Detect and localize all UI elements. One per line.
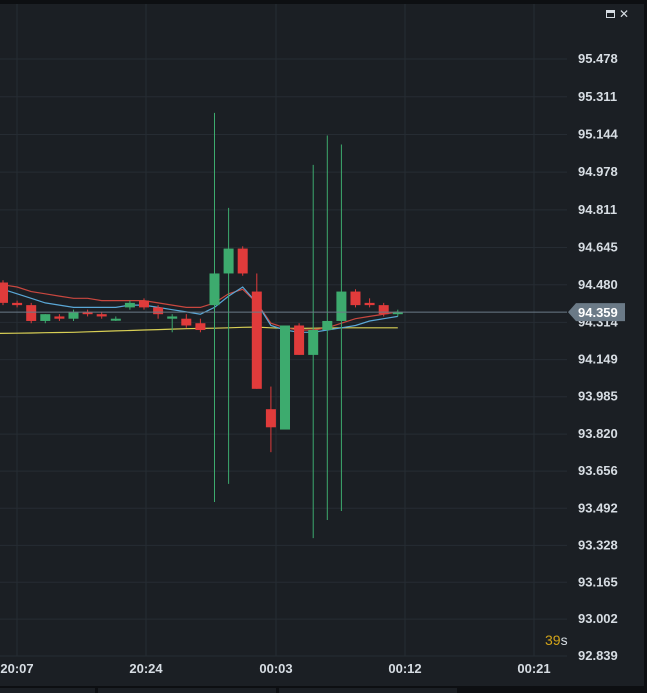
y-tick-label: 94.811: [578, 202, 617, 217]
candle-body: [280, 325, 290, 430]
y-tick-label: 95.478: [578, 51, 618, 66]
candle-body: [195, 323, 206, 331]
x-tick-label: 00:21: [517, 661, 550, 676]
candle-body: [96, 314, 107, 317]
y-tick-label: 93.656: [578, 463, 618, 478]
candle-body: [139, 300, 149, 308]
candle-body: [26, 305, 37, 321]
candle-body: [308, 330, 319, 355]
candle-body: [251, 291, 262, 389]
candle-body: [110, 318, 121, 321]
y-tick-label: 94.149: [578, 352, 618, 367]
y-tick-label: 93.820: [578, 426, 618, 441]
candle-body: [378, 305, 389, 315]
y-tick-label: 94.978: [578, 164, 618, 179]
x-tick-label: 20:07: [0, 661, 33, 676]
bottom-tab[interactable]: [279, 688, 457, 693]
candle-body: [40, 314, 51, 321]
bottom-tab[interactable]: [0, 688, 95, 693]
candle-body: [336, 291, 347, 321]
y-tick-label: 94.645: [578, 239, 618, 254]
top-border: [0, 0, 647, 4]
candle-body: [209, 273, 220, 306]
y-tick-label: 93.492: [578, 500, 618, 515]
y-tick-label: 93.328: [578, 537, 618, 552]
window-controls: ✕: [605, 7, 629, 21]
y-tick-label: 92.839: [578, 648, 618, 663]
candle-body: [223, 248, 234, 274]
y-tick-label: 95.144: [578, 127, 619, 142]
current-price-label: 94.359: [578, 305, 618, 320]
candle-body: [153, 307, 164, 315]
price-axis: 95.478 95.311 95.144 94.978 94.811 94.645 94.4…: [578, 51, 619, 663]
candle-body: [237, 248, 248, 274]
bottom-tab[interactable]: [98, 688, 276, 693]
candle-body: [82, 311, 93, 315]
grid: [0, 4, 567, 657]
candle-body: [167, 316, 178, 319]
candle-body: [350, 291, 361, 306]
candle-body: [12, 302, 23, 306]
candle-body: [0, 282, 8, 303]
x-tick-label: 00:03: [259, 661, 292, 676]
close-icon[interactable]: ✕: [618, 7, 629, 21]
x-tick-label: 00:12: [388, 661, 421, 676]
time-axis: 20:07 20:24 00:03 00:12 00:21: [0, 661, 550, 676]
candle-body: [124, 302, 135, 308]
candle-body: [322, 320, 333, 331]
y-tick-label: 93.985: [578, 389, 618, 404]
candle-body: [181, 318, 192, 326]
minimize-icon[interactable]: [605, 10, 615, 18]
countdown-unit: s: [560, 632, 568, 648]
candle-body: [294, 325, 305, 355]
x-tick-label: 20:24: [129, 661, 163, 676]
candle-body: [54, 316, 65, 319]
countdown-value: 39: [545, 632, 561, 648]
candle-body: [364, 302, 375, 306]
y-tick-label: 93.165: [578, 574, 618, 589]
y-tick-label: 95.311: [578, 89, 617, 104]
current-price-marker: 94.359: [0, 303, 625, 322]
candle-body: [265, 409, 276, 428]
right-border: [644, 0, 647, 693]
candle-body: [392, 311, 403, 315]
current-price-tag: [568, 303, 625, 322]
y-tick-label: 94.480: [578, 277, 618, 292]
candle-body: [68, 311, 79, 319]
candle-countdown: 39s: [545, 632, 568, 648]
y-tick-label: 93.002: [578, 611, 618, 626]
candles: [0, 112, 403, 539]
